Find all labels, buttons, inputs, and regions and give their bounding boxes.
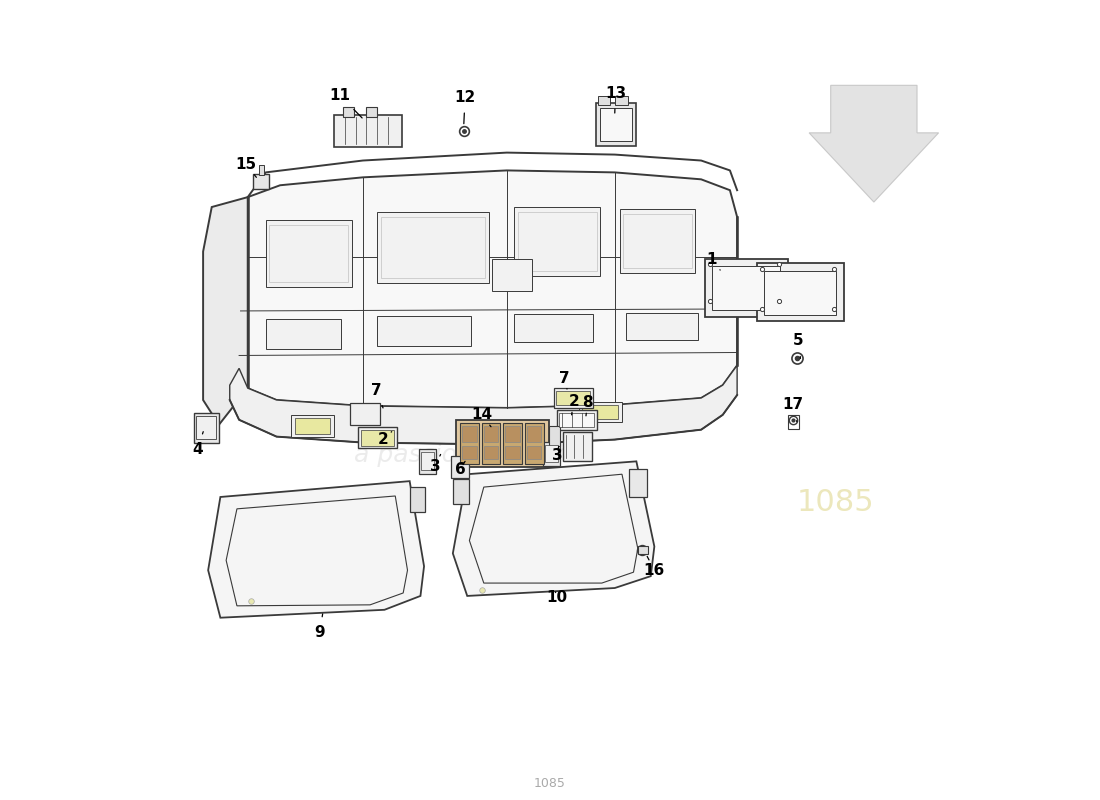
Bar <box>334 115 403 146</box>
Text: 5: 5 <box>793 333 804 358</box>
Bar <box>377 212 488 283</box>
Text: 9: 9 <box>315 614 324 640</box>
Bar <box>544 445 558 462</box>
Text: 16: 16 <box>644 556 666 578</box>
Text: 12: 12 <box>454 90 475 124</box>
Bar <box>596 103 636 146</box>
Text: 11: 11 <box>329 88 362 118</box>
Text: 2: 2 <box>569 394 579 415</box>
Text: 10: 10 <box>547 590 568 606</box>
Bar <box>194 413 219 442</box>
Bar <box>362 430 394 446</box>
Bar <box>553 388 593 408</box>
Bar <box>558 410 597 430</box>
Bar <box>527 426 541 442</box>
Bar <box>638 546 648 554</box>
Bar <box>484 426 498 442</box>
Bar <box>514 314 593 342</box>
Bar <box>290 415 334 437</box>
Bar <box>597 96 611 105</box>
Text: 17: 17 <box>783 398 804 422</box>
Text: eurospares: eurospares <box>268 369 673 431</box>
Bar <box>527 446 541 459</box>
Bar <box>258 166 264 175</box>
Text: 1085: 1085 <box>796 489 873 518</box>
Bar <box>350 403 381 425</box>
Bar <box>196 416 216 438</box>
Bar <box>788 415 799 429</box>
Text: 3: 3 <box>429 454 441 474</box>
Polygon shape <box>204 197 248 425</box>
Polygon shape <box>453 462 654 596</box>
Bar <box>549 426 560 446</box>
Bar <box>462 446 476 459</box>
Polygon shape <box>810 86 938 202</box>
Bar <box>560 413 594 426</box>
Bar <box>600 108 632 141</box>
Bar <box>253 174 270 190</box>
Bar <box>542 442 560 466</box>
Text: 15: 15 <box>235 157 257 178</box>
Bar <box>757 263 844 321</box>
Text: 7: 7 <box>371 382 383 408</box>
Bar <box>482 422 500 464</box>
Bar <box>358 426 397 449</box>
Bar <box>582 405 618 419</box>
Bar <box>484 446 498 459</box>
Text: 7: 7 <box>559 370 570 389</box>
Bar <box>295 418 330 434</box>
Bar <box>764 271 836 315</box>
Bar <box>563 432 592 462</box>
Bar <box>493 259 532 291</box>
Bar <box>712 266 780 310</box>
Bar <box>462 426 476 442</box>
Bar <box>270 225 349 282</box>
Bar <box>705 259 788 317</box>
Bar <box>624 214 692 268</box>
Text: 4: 4 <box>192 432 204 457</box>
Bar <box>456 420 549 467</box>
Bar <box>266 319 341 349</box>
Bar <box>616 96 628 105</box>
Bar <box>518 212 597 271</box>
Text: 1085: 1085 <box>535 778 565 790</box>
Bar <box>453 479 469 504</box>
Bar <box>505 446 520 459</box>
Bar <box>579 402 621 422</box>
Text: a passion for parts: a passion for parts <box>354 443 587 467</box>
Text: 13: 13 <box>605 86 626 113</box>
Bar <box>366 107 377 117</box>
Bar <box>460 422 478 464</box>
Bar <box>505 426 520 442</box>
Bar <box>421 453 434 470</box>
Polygon shape <box>230 366 737 445</box>
Bar <box>377 316 471 346</box>
Bar <box>619 209 695 274</box>
Bar <box>629 470 647 497</box>
Bar <box>626 313 697 340</box>
Text: 3: 3 <box>552 446 562 463</box>
Bar <box>381 217 485 278</box>
Bar <box>503 422 521 464</box>
Bar <box>266 220 352 287</box>
Bar <box>514 207 601 276</box>
Bar <box>343 107 353 117</box>
Bar <box>556 391 591 405</box>
Text: 2: 2 <box>377 432 392 447</box>
Text: 6: 6 <box>454 462 465 477</box>
Bar <box>409 487 426 512</box>
Polygon shape <box>239 170 737 408</box>
Bar <box>525 422 543 464</box>
Bar <box>419 450 437 474</box>
Text: 1: 1 <box>706 252 721 270</box>
Polygon shape <box>208 481 425 618</box>
Text: 8: 8 <box>582 395 593 416</box>
Text: 14: 14 <box>471 407 492 426</box>
Bar <box>451 457 469 478</box>
